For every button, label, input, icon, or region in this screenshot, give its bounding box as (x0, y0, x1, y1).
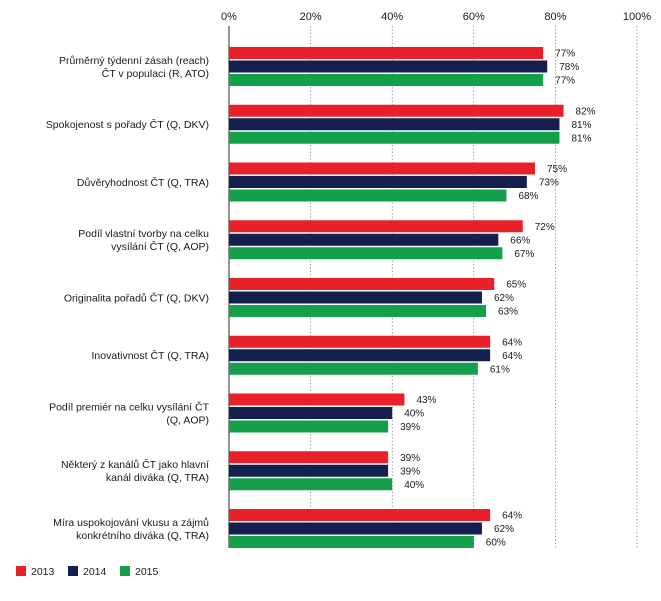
value-label: 61% (490, 364, 510, 375)
bar-2013 (229, 335, 491, 348)
value-label: 43% (416, 395, 436, 406)
category-label: Podíl vlastní tvorby na celku (78, 228, 209, 240)
category-label: konkrétního diváka (Q, TRA) (76, 530, 209, 542)
value-label: 40% (404, 409, 424, 420)
bar-2013 (229, 278, 495, 290)
value-label: 63% (498, 307, 518, 318)
bar-2014 (229, 464, 389, 477)
category-label: Inovativnost ČT (Q, TRA) (92, 349, 209, 362)
bar-2015 (229, 536, 474, 548)
bar-2015 (229, 478, 393, 491)
value-label: 82% (576, 106, 596, 117)
bar-2013 (229, 104, 564, 117)
value-label: 66% (510, 235, 530, 246)
legend-swatch-2013 (16, 566, 26, 576)
x-axis-ticks: 0% 20% 40% 60% 80% 100% (221, 11, 651, 23)
value-label: 39% (400, 466, 420, 477)
bar-2014 (229, 407, 393, 419)
category-label: ČT v populaci (R, ATO) (102, 67, 209, 80)
value-label: 81% (571, 120, 591, 131)
value-label: 68% (518, 191, 538, 202)
legend-label: 2015 (135, 566, 159, 578)
bar-2014 (229, 522, 482, 535)
value-label: 65% (506, 280, 526, 291)
bar-2014 (229, 349, 491, 362)
legend-swatch-2015 (120, 566, 130, 576)
category-label: Důvěryhodnost ČT (Q, TRA) (77, 176, 209, 189)
value-label: 39% (400, 422, 420, 433)
bar-2015 (229, 305, 487, 317)
value-label: 60% (486, 538, 506, 549)
bar-2015 (229, 131, 560, 144)
bar-2015 (229, 420, 389, 433)
category-label: Podíl premiér na celku vysílání ČT (49, 400, 209, 413)
value-label: 81% (571, 133, 591, 144)
value-label: 64% (502, 337, 522, 348)
value-label: 62% (494, 293, 514, 304)
category-label: Originalita pořadů ČT (Q, DKV) (64, 291, 209, 304)
x-tick-label: 100% (623, 11, 651, 23)
category-label: Průměrný týdenní zásah (reach) (59, 55, 209, 67)
bars (229, 47, 564, 548)
x-tick-label: 80% (544, 11, 566, 23)
category-labels: Průměrný týdenní zásah (reach)ČT v popul… (46, 55, 210, 542)
value-label: 62% (494, 524, 514, 535)
bar-2013 (229, 451, 389, 464)
bar-2013 (229, 509, 491, 521)
category-label: vysílání ČT (Q, AOP) (111, 240, 209, 253)
value-label: 64% (502, 351, 522, 362)
legend-label: 2013 (31, 566, 55, 578)
bar-2013 (229, 393, 405, 406)
legend: 2013 2014 2015 (16, 566, 159, 578)
category-label: kanál diváka (Q, TRA) (106, 472, 209, 484)
x-tick-label: 20% (300, 11, 322, 23)
value-label: 72% (535, 222, 555, 233)
x-tick-label: 0% (221, 11, 237, 23)
bar-2014 (229, 291, 482, 304)
bar-2014 (229, 60, 548, 73)
value-label: 73% (539, 178, 559, 189)
category-label: Míra uspokojování vkusu a zájmů (53, 517, 209, 529)
bar-2015 (229, 74, 544, 86)
bar-2014 (229, 118, 560, 131)
bar-2013 (229, 162, 535, 175)
category-label: Spokojenost s pořady ČT (Q, DKV) (46, 118, 209, 131)
legend-label: 2014 (83, 566, 107, 578)
value-label: 75% (547, 164, 567, 175)
x-tick-label: 40% (381, 11, 403, 23)
category-label: Některý z kanálů ČT jako hlavní (61, 458, 209, 471)
value-label: 77% (555, 49, 575, 60)
value-label: 64% (502, 511, 522, 522)
legend-swatch-2014 (68, 566, 78, 576)
value-label: 77% (555, 76, 575, 87)
x-tick-label: 60% (463, 11, 485, 23)
bar-2013 (229, 47, 544, 59)
bar-2014 (229, 233, 499, 246)
bar-2013 (229, 220, 523, 233)
value-label: 39% (400, 453, 420, 464)
bar-2015 (229, 189, 507, 202)
value-label: 67% (514, 249, 534, 260)
bar-2015 (229, 247, 503, 260)
value-label: 40% (404, 480, 424, 491)
value-label: 78% (559, 62, 579, 73)
bar-2015 (229, 362, 478, 375)
bar-2014 (229, 176, 527, 188)
category-label: (Q, AOP) (166, 414, 209, 426)
value-labels: 77% 78% 77% 82% 81% 81% 75% 73%68% 72% 66% 67% 65% 6… (400, 49, 596, 549)
